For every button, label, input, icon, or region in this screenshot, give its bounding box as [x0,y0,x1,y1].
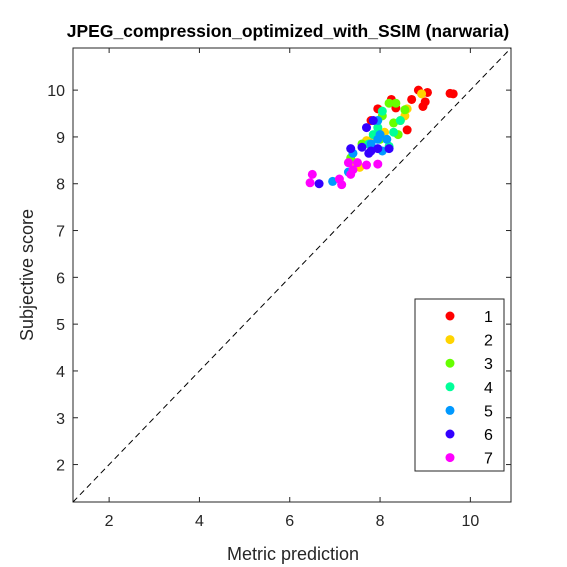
legend-label-4: 4 [484,380,493,397]
data-point-series-1 [418,102,428,112]
legend-label-5: 5 [484,403,493,420]
data-point-series-7 [337,180,347,190]
legend-marker-2 [445,335,455,345]
y-tick-label: 10 [47,83,65,100]
data-point-series-1 [407,94,417,104]
data-point-series-3 [400,105,410,115]
data-points [305,85,458,190]
legend-marker-1 [445,311,455,321]
data-point-series-4 [377,106,387,116]
x-axis-ticks: 2 4 6 8 10 [105,48,479,530]
y-axis-label: Subjective score [17,209,37,341]
data-point-series-4 [389,127,399,137]
legend: 1 2 3 4 5 6 7 [414,298,505,472]
legend-marker-7 [445,453,455,463]
legend-marker-5 [445,405,455,415]
data-point-series-6 [373,144,383,154]
x-axis-label: Metric prediction [227,544,359,564]
y-axis-ticks: 2 3 4 5 6 7 8 9 10 [47,83,511,475]
plot-frame [72,47,512,503]
data-point-series-6 [368,116,378,126]
data-point-series-6 [357,142,367,152]
plot-area [72,47,512,503]
data-point-series-3 [384,98,394,108]
legend-label-7: 7 [484,451,493,468]
legend-label-3: 3 [484,356,493,373]
legend-marker-4 [445,382,455,392]
y-tick-label: 5 [56,317,65,334]
data-point-series-3 [389,118,399,128]
legend-label-1: 1 [484,309,493,326]
data-point-series-7 [305,178,315,188]
data-point-series-1 [448,89,458,99]
data-point-series-7 [362,160,372,170]
data-point-series-1 [402,125,412,135]
data-point-series-6 [314,179,324,189]
data-point-series-5 [373,134,383,144]
data-point-series-6 [362,123,372,133]
x-tick-label: 4 [195,513,204,530]
data-point-series-7 [352,158,362,168]
data-point-series-7 [348,165,358,175]
data-point-series-2 [417,89,427,99]
data-point-series-4 [373,123,383,133]
data-point-series-7 [343,158,353,168]
legend-marker-3 [445,358,455,368]
data-point-series-5 [382,134,392,144]
data-point-series-3 [391,98,401,108]
data-point-series-7 [373,159,383,169]
y-tick-label: 9 [56,130,65,147]
chart-title: JPEG_compression_optimized_with_SSIM (na… [67,21,509,41]
y-tick-label: 3 [56,411,65,428]
data-point-series-4 [395,116,405,126]
data-point-series-7 [307,169,317,179]
y-tick-label: 7 [56,224,65,241]
y-tick-label: 2 [56,458,65,475]
legend-label-2: 2 [484,333,493,350]
data-point-series-5 [328,176,338,186]
legend-label-6: 6 [484,427,493,444]
y-tick-label: 8 [56,177,65,194]
data-point-series-6 [346,144,356,154]
x-tick-label: 8 [376,513,385,530]
x-tick-label: 2 [105,513,114,530]
identity-reference-line [72,47,512,503]
y-tick-label: 6 [56,270,65,287]
data-point-series-6 [384,144,394,154]
data-point-series-5 [366,139,376,149]
legend-box [414,298,505,472]
x-tick-label: 10 [461,513,479,530]
y-tick-label: 4 [56,364,65,381]
x-tick-label: 6 [285,513,294,530]
data-point-series-6 [366,146,376,156]
legend-marker-6 [445,429,455,439]
